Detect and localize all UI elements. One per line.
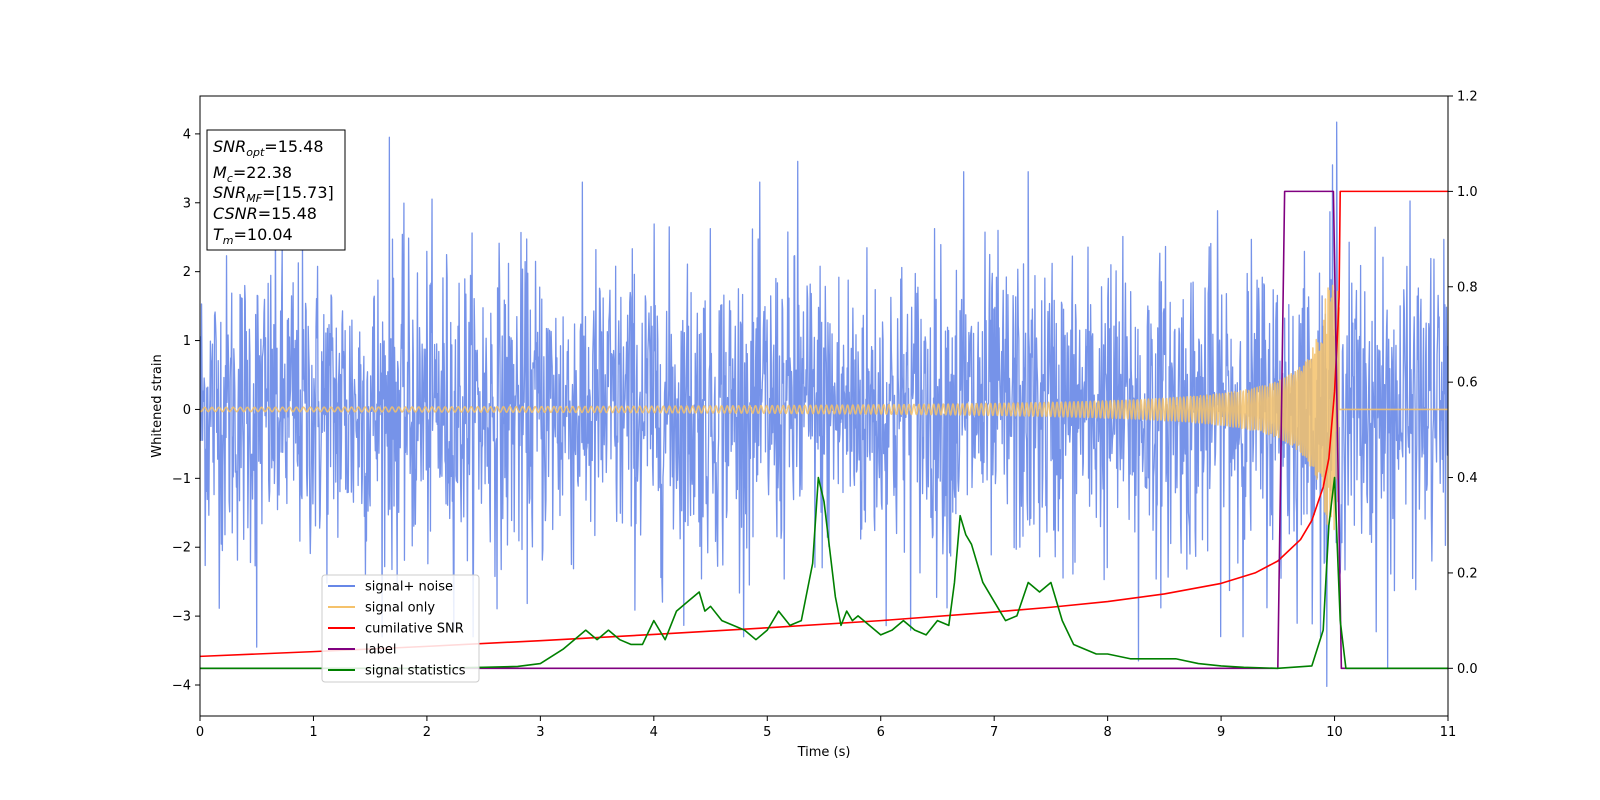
x-axis-label: Time (s) (797, 745, 851, 760)
plot-frame (199, 95, 1449, 717)
y-tick-label-right: 0.6 (1457, 376, 1478, 391)
y-tick-label-right: 0.2 (1457, 566, 1478, 581)
y-tick-label-right: 1.2 (1457, 90, 1478, 105)
x-tick-label: 11 (1440, 725, 1457, 740)
y-axis-right: 0.0 0.2 0.4 0.6 0.8 1.0 1.2 (1448, 90, 1478, 677)
x-tick-label: 3 (536, 725, 544, 740)
series-line-1 (200, 284, 1448, 531)
legend-label: signal only (365, 601, 435, 616)
x-tick-label: 8 (1103, 725, 1111, 740)
y-tick-label-left: 2 (183, 265, 191, 280)
annotation-box: SNRopt=15.48 Mc=22.38SNRMF=[15.73]CSNR=15… (206, 129, 346, 251)
y-axis-label: Whitened strain (150, 354, 165, 457)
x-tick-label: 4 (650, 725, 658, 740)
x-tick-label: 1 (309, 725, 317, 740)
y-tick-label-left: −1 (172, 472, 191, 487)
y-tick-label-left: −4 (172, 679, 191, 694)
annotation-line: SNRopt=15.48 (213, 137, 324, 159)
annotation-line: Tm=10.04 (213, 225, 293, 247)
x-tick-label: 2 (423, 725, 431, 740)
x-tick-label: 9 (1217, 725, 1225, 740)
x-tick-label: 5 (763, 725, 771, 740)
legend: signal+ noise signal only cumilative SNR la… (321, 574, 480, 683)
annotation-line: SNRMF=[15.73] (213, 183, 334, 205)
series-line-4 (200, 476, 1448, 670)
legend-label: cumilative SNR (365, 622, 464, 637)
legend-label: signal+ noise (365, 580, 453, 595)
x-axis: 0 1 2 3 4 5 6 7 8 9 10 11 (196, 716, 1456, 740)
y-tick-label-left: 0 (183, 403, 191, 418)
y-tick-label-right: 0.4 (1457, 471, 1478, 486)
x-tick-label: 10 (1326, 725, 1343, 740)
legend-label: label (365, 643, 396, 658)
x-tick-label: 7 (990, 725, 998, 740)
y-tick-label-right: 1.0 (1457, 185, 1478, 200)
annotation-line: CSNR=15.48 (213, 204, 317, 223)
y-tick-label-right: 0.8 (1457, 280, 1478, 295)
y-tick-label-left: −3 (172, 610, 191, 625)
legend-label: signal statistics (365, 664, 466, 679)
y-tick-label-left: −2 (172, 541, 191, 556)
y-tick-label-left: 1 (183, 334, 191, 349)
y-tick-label-left: 3 (183, 196, 191, 211)
y-axis-left: −4 −3 −2 −1 0 1 2 3 4 (172, 127, 200, 694)
series-line-0 (200, 121, 1448, 688)
y-tick-label-left: 4 (183, 127, 191, 142)
annotation-line: Mc=22.38 (213, 163, 292, 185)
x-tick-label: 6 (877, 725, 885, 740)
x-tick-label: 0 (196, 725, 204, 740)
y-tick-label-right: 0.0 (1457, 662, 1478, 677)
